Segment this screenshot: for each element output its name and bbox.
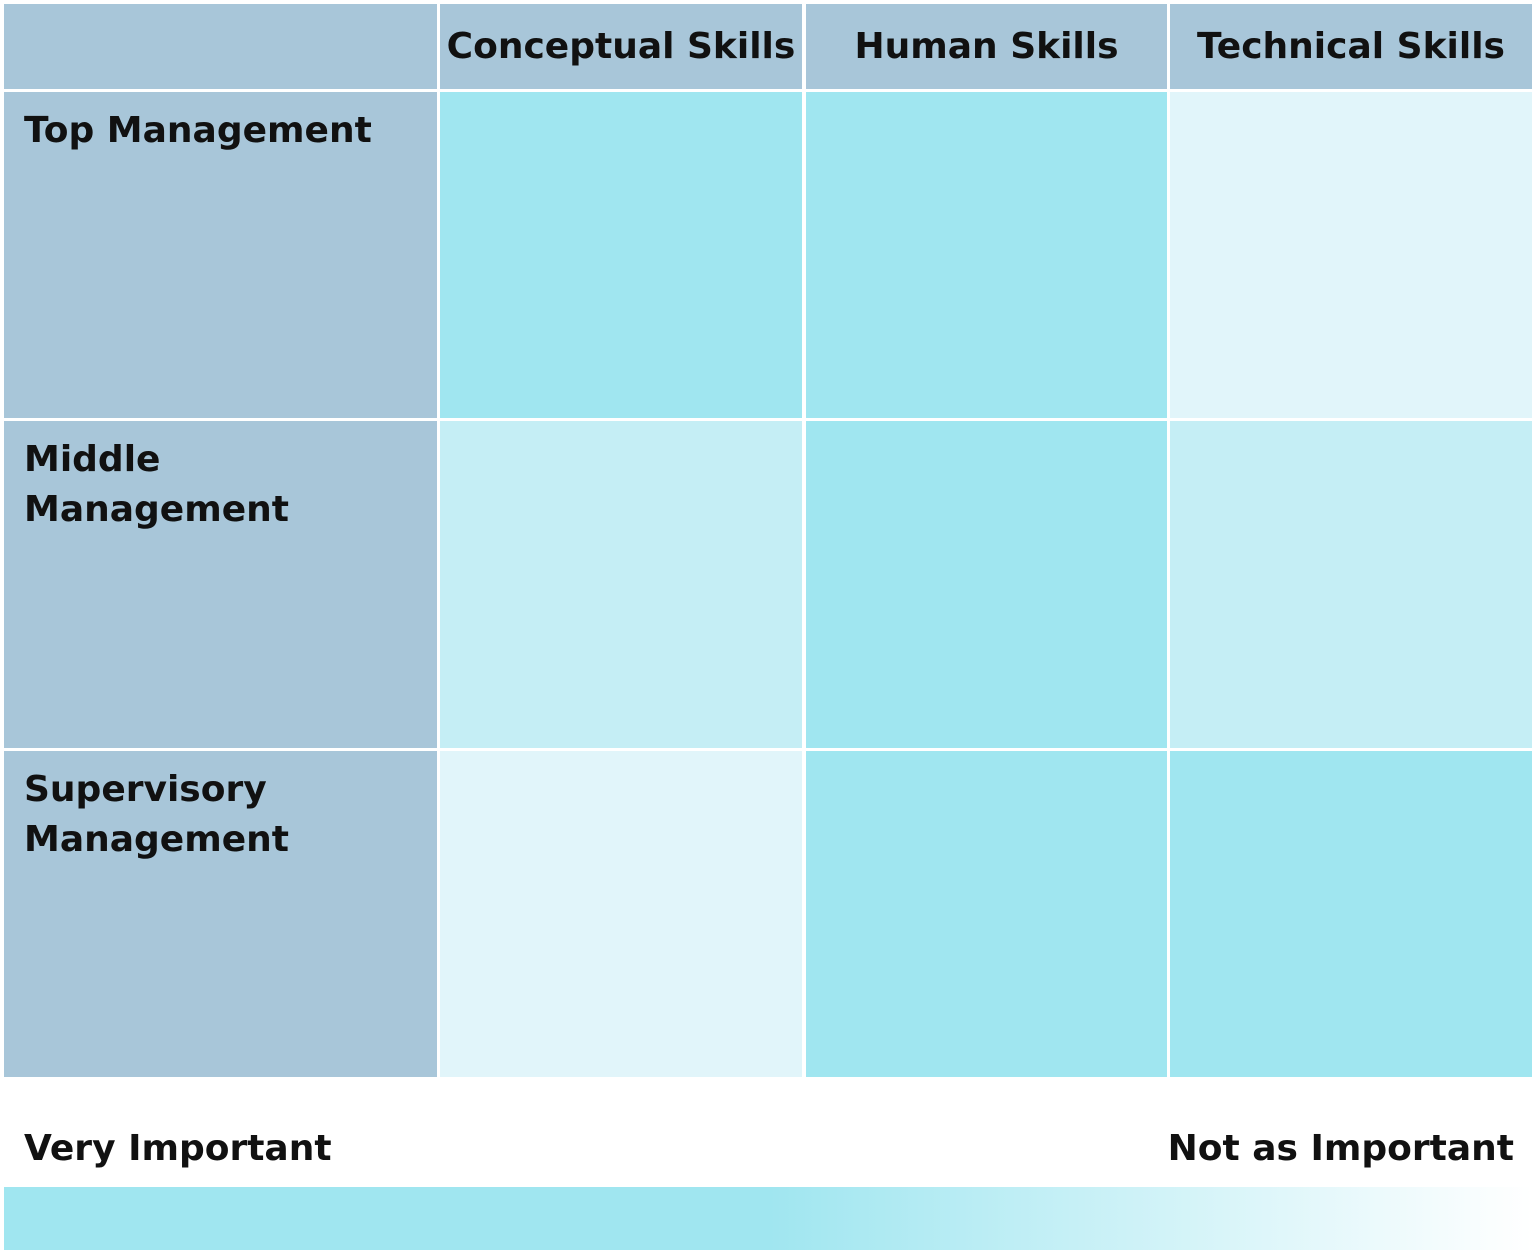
importance-cell — [806, 751, 1167, 1077]
importance-cell — [440, 421, 802, 748]
column-header: Conceptual Skills — [440, 4, 802, 89]
header-corner — [4, 4, 437, 89]
importance-cell — [1170, 92, 1532, 418]
importance-cell — [1170, 421, 1532, 748]
legend-end-label: Not as Important — [1167, 1128, 1514, 1169]
importance-cell — [806, 421, 1167, 748]
row-header: Middle Management — [4, 421, 437, 748]
importance-cell — [440, 92, 802, 418]
row-header: Top Management — [4, 92, 437, 418]
legend-gradient — [4, 1187, 1532, 1250]
legend-start-label: Very Important — [24, 1128, 332, 1169]
importance-cell — [1170, 751, 1532, 1077]
column-header: Human Skills — [806, 4, 1167, 89]
importance-cell — [440, 751, 802, 1077]
row-header: Supervisory Management — [4, 751, 437, 1077]
column-header: Technical Skills — [1170, 4, 1532, 89]
importance-cell — [806, 92, 1167, 418]
